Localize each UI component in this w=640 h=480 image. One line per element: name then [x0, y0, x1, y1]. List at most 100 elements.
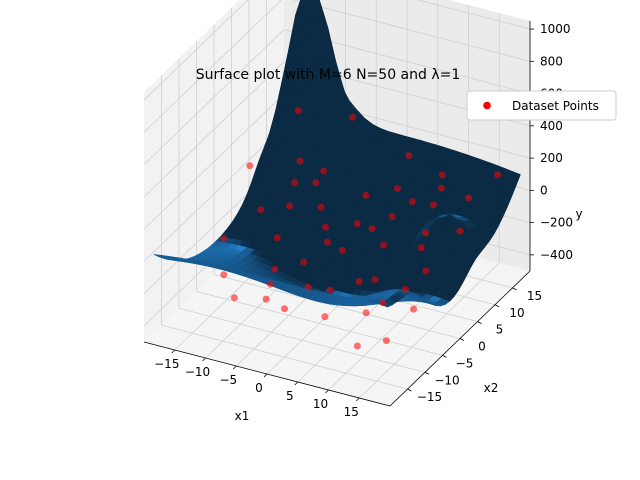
grid-line — [143, 126, 285, 262]
data-point — [388, 213, 396, 221]
data-point — [437, 184, 445, 192]
y-tick-label: 5 — [496, 323, 504, 337]
x-tick-label: −15 — [154, 357, 179, 371]
y-tick-mark — [494, 304, 500, 308]
data-point — [353, 342, 361, 350]
grid-line — [178, 307, 426, 373]
data-point — [220, 271, 228, 279]
z-tick-label: 0 — [540, 183, 548, 197]
dataset-points — [220, 107, 502, 350]
data-point — [286, 202, 293, 210]
data-point — [304, 283, 312, 291]
grid-line — [213, 274, 461, 339]
y-tick-label: 0 — [478, 340, 486, 354]
data-point — [438, 171, 446, 179]
data-point — [430, 201, 437, 209]
z-axis-label: y — [575, 207, 582, 221]
data-point — [494, 171, 502, 179]
data-point — [362, 191, 370, 199]
data-point — [422, 267, 430, 275]
data-point — [281, 305, 288, 313]
x-tick-mark — [263, 373, 268, 378]
data-point — [338, 246, 346, 254]
x-tick-label: 10 — [313, 397, 328, 411]
data-point — [266, 280, 274, 288]
data-point — [317, 203, 325, 211]
data-point — [322, 223, 330, 231]
data-point — [402, 285, 410, 293]
data-point — [465, 194, 473, 202]
data-point — [393, 185, 401, 192]
data-point — [246, 162, 254, 170]
y-tick-label: −15 — [417, 390, 442, 404]
grid-line — [196, 290, 443, 356]
y-tick-mark — [424, 371, 430, 375]
data-point — [380, 241, 388, 249]
x-tick-label: 15 — [344, 405, 359, 419]
data-point — [262, 295, 270, 303]
x-tick-mark — [202, 357, 206, 362]
tick-labels: −15−10−5051015−15−10−5051015−400−2000200… — [154, 22, 573, 419]
x-tick-mark — [325, 389, 329, 394]
legend-marker — [483, 101, 491, 110]
y-tick-mark — [407, 388, 412, 392]
y-tick-mark — [477, 321, 482, 324]
grid-line — [143, 61, 285, 198]
data-point — [405, 152, 413, 160]
data-point — [296, 157, 304, 165]
z-tick-label: −200 — [540, 216, 573, 230]
legend: Dataset Points — [466, 90, 617, 121]
data-point — [291, 179, 299, 187]
data-point — [362, 309, 370, 317]
grid-line — [416, 0, 531, 30]
x-tick-mark — [171, 349, 176, 354]
data-point — [321, 313, 329, 321]
grid-line — [143, 0, 249, 101]
y-tick-label: 15 — [527, 289, 542, 303]
chart-title: Surface plot with M=6 N=50 and λ=1 — [196, 67, 461, 83]
y-tick-mark — [512, 287, 517, 291]
y-tick-mark — [442, 355, 447, 358]
z-tick-label: −400 — [540, 248, 573, 262]
data-point — [379, 299, 387, 307]
legend-label: Dataset Points — [512, 99, 599, 113]
x-axis-label: x1 — [235, 409, 250, 423]
data-point — [320, 167, 328, 175]
data-point — [220, 234, 228, 242]
y-tick-label: −10 — [434, 373, 459, 387]
data-point — [300, 258, 308, 266]
x-tick-label: −10 — [185, 365, 210, 379]
data-point — [456, 227, 464, 235]
x-tick-label: 0 — [255, 381, 263, 395]
y-tick-label: −5 — [456, 356, 474, 370]
grid-line — [143, 29, 285, 165]
data-point — [417, 244, 425, 252]
data-point — [273, 234, 281, 242]
x-tick-label: −5 — [219, 373, 237, 387]
data-point — [257, 206, 265, 214]
y-tick-label: 10 — [509, 306, 524, 320]
data-point — [422, 229, 430, 237]
x-tick-mark — [355, 397, 360, 402]
grid-line — [161, 324, 408, 390]
data-point — [230, 294, 238, 302]
z-tick-label: 400 — [540, 119, 563, 133]
data-point — [368, 225, 376, 233]
grid-line — [143, 0, 282, 133]
data-point — [410, 305, 418, 313]
x-tick-label: 5 — [286, 389, 294, 403]
z-tick-label: 200 — [540, 151, 563, 165]
x-tick-mark — [232, 365, 237, 370]
grid-line — [292, 0, 531, 62]
data-point — [326, 286, 334, 294]
data-point — [271, 265, 279, 273]
z-tick-label: 800 — [540, 54, 563, 68]
data-point — [355, 278, 363, 285]
legend-box — [466, 90, 617, 121]
data-point — [294, 107, 302, 115]
data-point — [408, 198, 416, 206]
x-tick-mark — [294, 381, 299, 386]
data-point — [349, 113, 357, 121]
y-tick-mark — [459, 338, 465, 341]
